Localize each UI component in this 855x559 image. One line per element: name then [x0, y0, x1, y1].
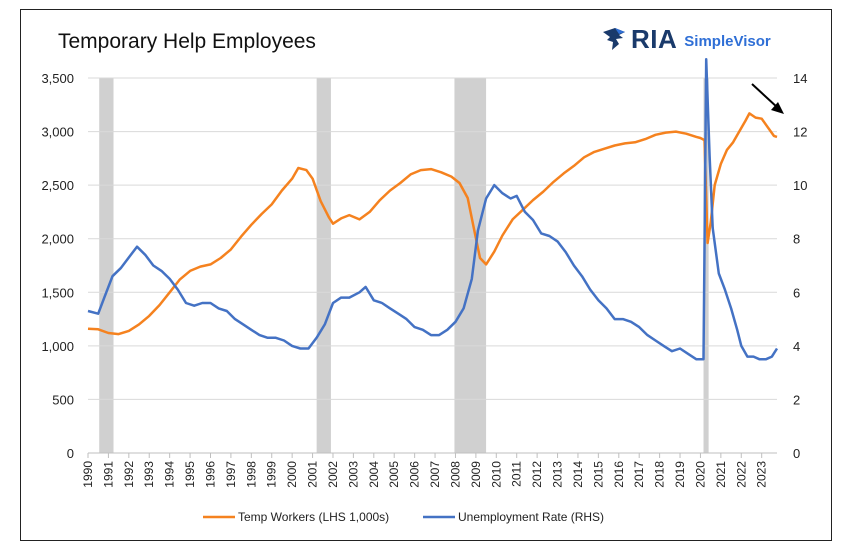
x-axis-tick-label: 2008 [448, 461, 462, 488]
right-axis-tick-label: 0 [793, 446, 800, 461]
x-axis-tick-label: 1992 [122, 461, 136, 488]
legend: Temp Workers (LHS 1,000s) Unemployment Ra… [203, 510, 604, 524]
x-axis-tick-label: 2019 [673, 461, 687, 488]
x-axis-tick-label: 2017 [632, 461, 646, 488]
x-axis-tick-label: 2015 [591, 461, 605, 488]
x-axis-tick-label: 2013 [551, 461, 565, 488]
right-axis-tick-label: 8 [793, 232, 800, 247]
left-axis-tick-label: 3,500 [41, 71, 74, 86]
logo-ria-text: RIA [631, 23, 678, 54]
left-axis-tick-label: 500 [52, 392, 74, 407]
x-axis-tick-label: 2021 [714, 461, 728, 488]
chart-frame [20, 9, 832, 541]
left-axis-tick-label: 3,000 [41, 125, 74, 140]
x-axis-tick-label: 2006 [408, 461, 422, 488]
x-axis-tick-label: 1995 [183, 461, 197, 488]
x-axis-tick-label: 2004 [367, 461, 381, 488]
left-axis-tick-label: 1,500 [41, 285, 74, 300]
x-axis-tick-label: 1996 [203, 461, 217, 488]
left-axis-tick-label: 1,000 [41, 339, 74, 354]
chart-title: Temporary Help Employees [58, 30, 316, 53]
right-axis-tick-label: 4 [793, 339, 800, 354]
x-axis-tick-label: 2001 [306, 461, 320, 488]
x-axis-tick-label: 2018 [653, 461, 667, 488]
x-axis-tick-label: 2007 [428, 461, 442, 488]
x-axis-tick-label: 2020 [693, 461, 707, 488]
recession-band [316, 78, 331, 453]
left-axis-tick-label: 2,000 [41, 232, 74, 247]
x-axis-tick-label: 2003 [346, 461, 360, 488]
recession-bands [99, 78, 709, 453]
x-axis-tick-label: 1994 [163, 461, 177, 488]
x-axis-tick-label: 1991 [101, 461, 115, 488]
recession-band [703, 78, 709, 453]
axes: 0 500 1,000 1,500 2,000 2,500 3,000 3,500 0 2 4 6 8 1… [41, 71, 807, 488]
x-axis-tick-label: 2014 [571, 461, 585, 488]
series-lines [87, 58, 779, 361]
trend-arrow-icon [751, 83, 784, 114]
x-axis-tick-label: 2022 [734, 461, 748, 488]
x-axis-tick-label: 2002 [326, 461, 340, 488]
x-axis-tick-label: 1998 [244, 461, 258, 488]
legend-label: Temp Workers (LHS 1,000s) [238, 510, 389, 524]
right-axis-tick-label: 14 [793, 71, 807, 86]
left-axis-tick-label: 2,500 [41, 178, 74, 193]
eagle-logo-icon [603, 28, 625, 50]
series-line [87, 58, 779, 361]
x-axis-tick-label: 1999 [265, 461, 279, 488]
x-axis-tick-label: 2009 [469, 461, 483, 488]
right-axis-tick-label: 6 [793, 285, 800, 300]
x-axis-tick-label: 1990 [81, 461, 95, 488]
x-axis-tick-label: 2023 [755, 461, 769, 488]
x-axis-tick-label: 2016 [612, 461, 626, 488]
legend-label: Unemployment Rate (RHS) [458, 510, 604, 524]
recession-band [454, 78, 487, 453]
recession-band [99, 78, 114, 453]
series-line [87, 112, 778, 336]
right-axis-tick-label: 12 [793, 125, 807, 140]
x-axis-tick-label: 2012 [530, 461, 544, 488]
brand-logo: RIA SimpleVisor [601, 24, 771, 54]
left-axis-tick-label: 0 [67, 446, 74, 461]
x-axis-tick-label: 2011 [510, 461, 524, 487]
x-axis-tick-label: 2000 [285, 461, 299, 488]
logo-simplevisor-text: SimpleVisor [684, 32, 771, 50]
right-axis-tick-label: 10 [793, 178, 807, 193]
x-axis-tick-label: 1993 [142, 461, 156, 488]
x-axis-tick-label: 2010 [489, 461, 503, 488]
x-axis-tick-label: 1997 [224, 461, 238, 488]
right-axis-tick-label: 2 [793, 392, 800, 407]
x-axis-tick-label: 2005 [387, 461, 401, 488]
